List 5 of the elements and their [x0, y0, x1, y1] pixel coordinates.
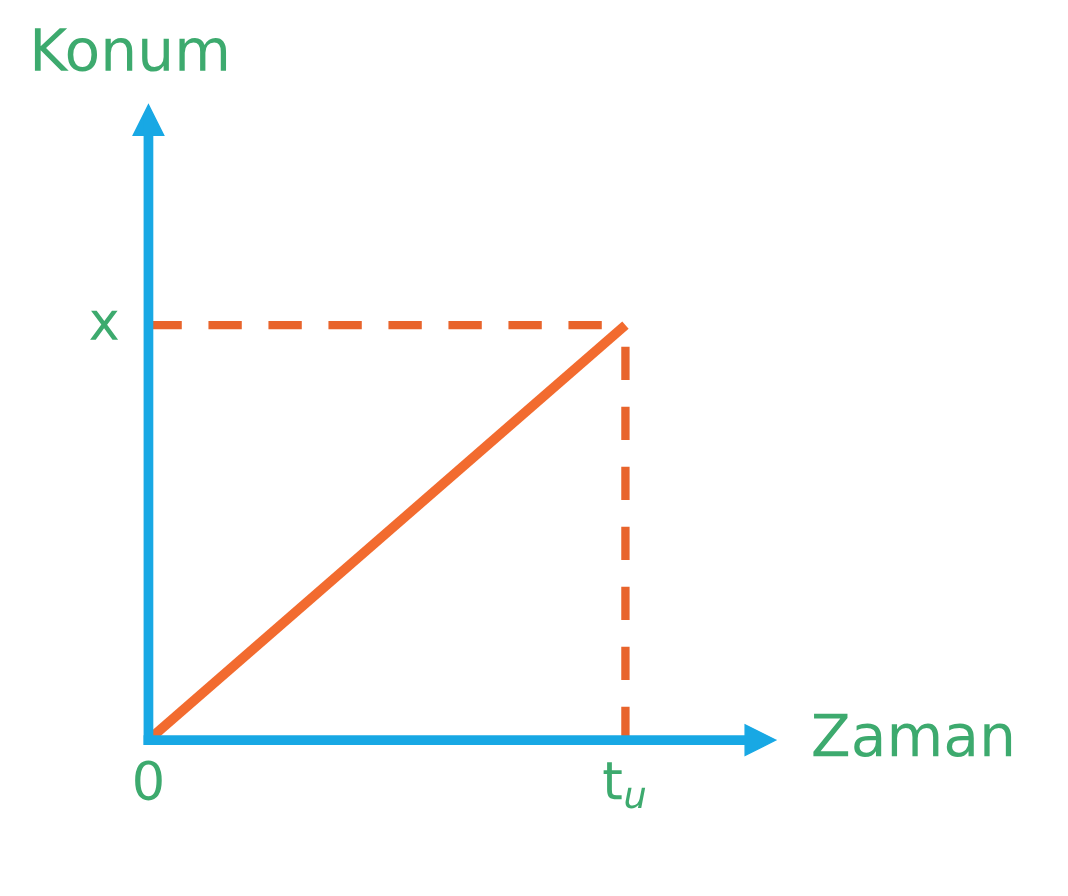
ref-line-label: x — [90, 310, 119, 340]
y-axis-title: Konum — [34, 28, 227, 72]
x-tick-label: t$_{u}$ — [603, 762, 646, 809]
x-tick-label: 0 — [135, 760, 162, 801]
x-axis-title: Zaman — [813, 713, 1012, 758]
